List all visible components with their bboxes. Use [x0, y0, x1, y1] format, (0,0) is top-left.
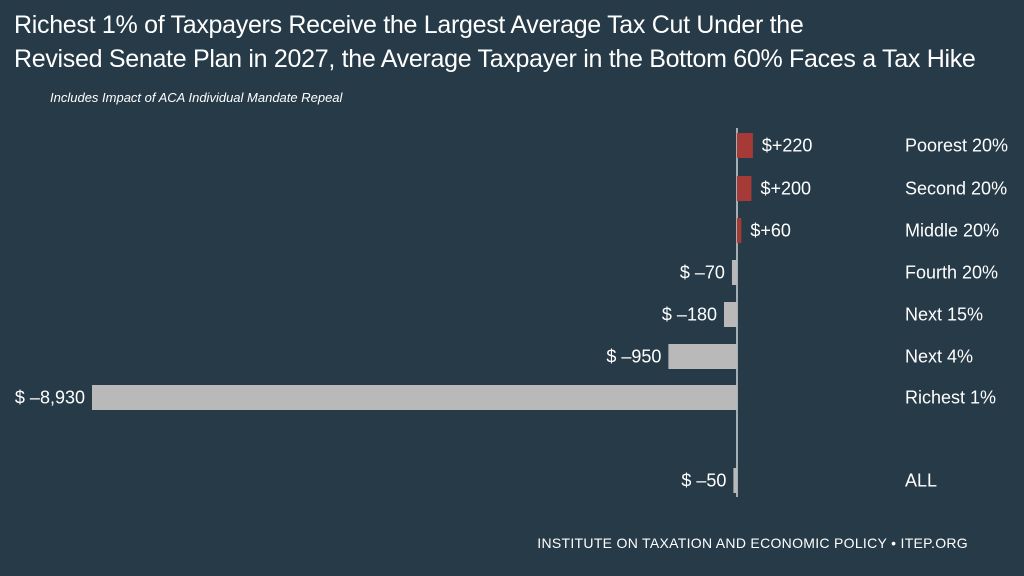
chart-title-line-1: Richest 1% of Taxpayers Receive the Larg… — [14, 11, 804, 39]
bar-next-4 — [668, 344, 737, 369]
value-label-next-4: $ –950 — [606, 347, 661, 367]
category-label-middle-20: Middle 20% — [905, 221, 999, 241]
value-label-fourth-20: $ –70 — [680, 263, 725, 283]
value-label-poorest-20: $+220 — [762, 136, 813, 156]
category-label-second-20: Second 20% — [905, 179, 1007, 199]
bar-richest-1 — [92, 385, 737, 410]
category-label-poorest-20: Poorest 20% — [905, 136, 1008, 156]
category-label-richest-1: Richest 1% — [905, 388, 996, 408]
bar-fourth-20 — [731, 260, 737, 285]
bar-middle-20 — [737, 218, 742, 243]
bar-all — [733, 468, 737, 493]
category-label-next-4: Next 4% — [905, 347, 973, 367]
source-footer: INSTITUTE ON TAXATION AND ECONOMIC POLIC… — [537, 535, 968, 551]
chart-subtitle: Includes Impact of ACA Individual Mandat… — [50, 90, 343, 105]
bar-next-15 — [723, 302, 737, 327]
value-label-next-15: $ –180 — [662, 305, 717, 325]
chart-title: Richest 1% of Taxpayers Receive the Larg… — [14, 8, 1004, 76]
category-label-next-15: Next 15% — [905, 305, 983, 325]
category-label-fourth-20: Fourth 20% — [905, 263, 998, 283]
value-label-middle-20: $+60 — [750, 221, 791, 241]
chart-title-line-2: Revised Senate Plan in 2027, the Average… — [14, 45, 976, 73]
value-label-all: $ –50 — [681, 471, 726, 491]
bar-poorest-20 — [737, 133, 753, 158]
value-label-second-20: $+200 — [760, 179, 811, 199]
value-label-richest-1: $ –8,930 — [15, 388, 85, 408]
bar-second-20 — [737, 176, 752, 201]
category-label-all: ALL — [905, 471, 937, 491]
